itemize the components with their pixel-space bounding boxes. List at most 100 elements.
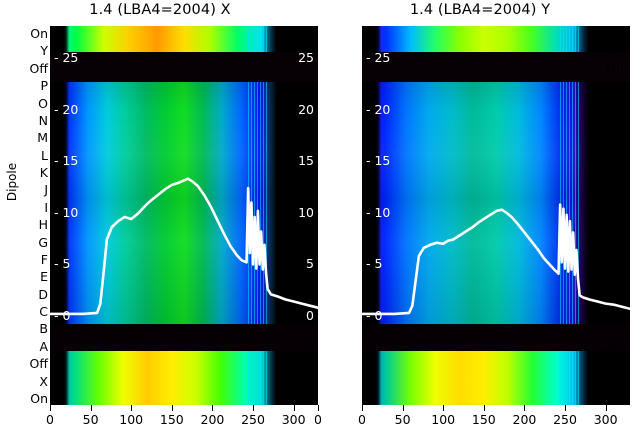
ytick-y-25: - 25 bbox=[366, 50, 391, 65]
dipole-label-m: M bbox=[37, 130, 48, 146]
dipole-label-on: On bbox=[606, 26, 624, 41]
x-tick-label: 200 bbox=[512, 412, 537, 427]
dipole-label-off: Off bbox=[29, 356, 48, 372]
dipole-label-off: Off bbox=[606, 356, 625, 372]
dipole-label-h: H bbox=[606, 217, 616, 233]
x-tick-label: 50 bbox=[82, 412, 99, 427]
ytick-y-10: - 10 bbox=[366, 204, 391, 220]
dipole-label-d: D bbox=[606, 286, 616, 302]
ytick-y-0: - 0 bbox=[366, 308, 383, 323]
dipole-label-a: A bbox=[39, 338, 48, 354]
ytick-x-5: - 5 bbox=[54, 256, 71, 272]
ytick-x-right-20: 20 bbox=[298, 101, 314, 117]
x-tick-label: 300 bbox=[281, 412, 306, 427]
heatmap-gap-upper-x bbox=[50, 52, 318, 82]
dipole-label-j: J bbox=[606, 182, 610, 198]
dipole-label-x: X bbox=[39, 373, 48, 389]
dipole-label-a: A bbox=[606, 338, 615, 354]
dipole-label-d: D bbox=[38, 286, 48, 302]
dipole-label-e: E bbox=[606, 269, 614, 285]
x-tick-mark bbox=[131, 405, 133, 411]
dipole-label-g: G bbox=[38, 234, 48, 250]
dipole-label-o: O bbox=[38, 95, 48, 111]
dipole-label-g: G bbox=[606, 234, 616, 250]
x-tick-label: 50 bbox=[394, 412, 411, 427]
ytick-x-25: - 25 bbox=[54, 50, 79, 65]
y-axis-label: Dipole bbox=[5, 162, 19, 202]
x-tick-mark bbox=[212, 405, 214, 411]
overlay-curve-x bbox=[50, 177, 318, 316]
dipole-label-y: Y bbox=[40, 43, 48, 59]
dipole-label-on: On bbox=[30, 391, 48, 406]
x-tick-mark bbox=[50, 405, 51, 411]
x-tick-label: 250 bbox=[241, 412, 265, 427]
panel-x-title: 1.4 (LBA4=2004) X bbox=[89, 2, 231, 18]
x-tick-mark bbox=[90, 405, 92, 411]
dipole-label-on: On bbox=[30, 26, 48, 41]
dipole-label-off: Off bbox=[29, 60, 48, 76]
panel-x: 1.4 (LBA4=2004) X - 0 - 5 - 10 - 15 - 20… bbox=[46, 2, 322, 439]
x-tick-mark bbox=[402, 405, 404, 411]
dipole-label-o: O bbox=[606, 95, 616, 111]
dipole-label-b: B bbox=[606, 321, 615, 337]
x-tick-label: 200 bbox=[200, 412, 225, 427]
ytick-x-right-5: 5 bbox=[306, 256, 314, 272]
dipole-label-x: X bbox=[606, 373, 615, 389]
overlay-curve-y bbox=[362, 203, 630, 316]
dipole-label-off: Off bbox=[606, 60, 625, 76]
x-tick-mark bbox=[524, 405, 526, 411]
dipole-label-i: I bbox=[606, 199, 610, 215]
ytick-y-20: - 20 bbox=[366, 101, 391, 117]
dipole-label-f: F bbox=[606, 251, 614, 267]
ytick-y-15: - 15 bbox=[366, 153, 391, 169]
dipole-label-y: Y bbox=[606, 43, 614, 59]
dipole-label-e: E bbox=[40, 269, 48, 285]
ytick-x-15: - 15 bbox=[54, 153, 79, 169]
dipole-label-l: L bbox=[606, 147, 613, 163]
heatmap-gap-lower-y bbox=[362, 324, 630, 351]
plot-area-y[interactable]: - 0 - 5 - 10 - 15 - 20 - 25 bbox=[362, 26, 630, 405]
dipole-label-b: B bbox=[39, 321, 48, 337]
ytick-x-right-15: 15 bbox=[298, 153, 314, 169]
x-tick-mark bbox=[293, 405, 295, 411]
dipole-label-c: C bbox=[606, 304, 615, 320]
x-tick-mark bbox=[362, 405, 363, 411]
x-tick-mark bbox=[483, 405, 485, 411]
dipole-label-j: J bbox=[44, 182, 48, 198]
ytick-x-right-0: 0 bbox=[306, 308, 314, 323]
panel-y-title: 1.4 (LBA4=2004) Y bbox=[409, 2, 551, 18]
x-tick-label: 150 bbox=[159, 412, 184, 427]
dipole-label-k: K bbox=[39, 165, 48, 181]
plot-area-x[interactable]: - 0 - 5 - 10 - 15 - 20 - 25 0 5 10 15 20… bbox=[50, 26, 318, 405]
x-tick-mark bbox=[443, 405, 445, 411]
dipole-label-k: K bbox=[606, 165, 615, 181]
x-tick-label: 0 bbox=[358, 412, 366, 427]
spectrum-line bbox=[50, 177, 318, 316]
ytick-x-20: - 20 bbox=[54, 101, 79, 117]
ytick-x-0: - 0 bbox=[54, 308, 71, 323]
heatmap-gap-lower-x bbox=[50, 324, 318, 351]
dipole-label-n: N bbox=[38, 112, 48, 128]
x-tick-mark bbox=[318, 405, 319, 411]
x-tick-label: 100 bbox=[119, 412, 144, 427]
heatmap-gap-upper-y bbox=[362, 52, 630, 82]
ytick-y-5: - 5 bbox=[366, 256, 383, 272]
dipole-labels-left: On Y Off P O N M L K J I H G F E D C B A Off X On bbox=[14, 26, 48, 405]
x-tick-label: 150 bbox=[471, 412, 496, 427]
panel-y: 1.4 (LBA4=2004) Y - 0 - 5 - 10 - 15 - 20… bbox=[320, 0, 640, 440]
ytick-x-right-25: 25 bbox=[298, 50, 314, 65]
x-tick-mark bbox=[565, 405, 567, 411]
dipole-label-p: P bbox=[606, 78, 614, 94]
x-axis-panel-x: 0 50 100 150 200 250 300 0 bbox=[46, 405, 322, 439]
ytick-x-right-10: 10 bbox=[298, 204, 314, 220]
dipole-label-c: C bbox=[39, 304, 48, 320]
dipole-label-p: P bbox=[40, 78, 48, 94]
dipole-label-f: F bbox=[40, 251, 48, 267]
x-tick-mark bbox=[605, 405, 607, 411]
dipole-label-i: I bbox=[44, 199, 48, 215]
x-tick-label: 0 bbox=[46, 412, 54, 427]
dipole-label-m: M bbox=[606, 130, 617, 146]
dipole-label-h: H bbox=[38, 217, 48, 233]
x-tick-label: 250 bbox=[553, 412, 577, 427]
